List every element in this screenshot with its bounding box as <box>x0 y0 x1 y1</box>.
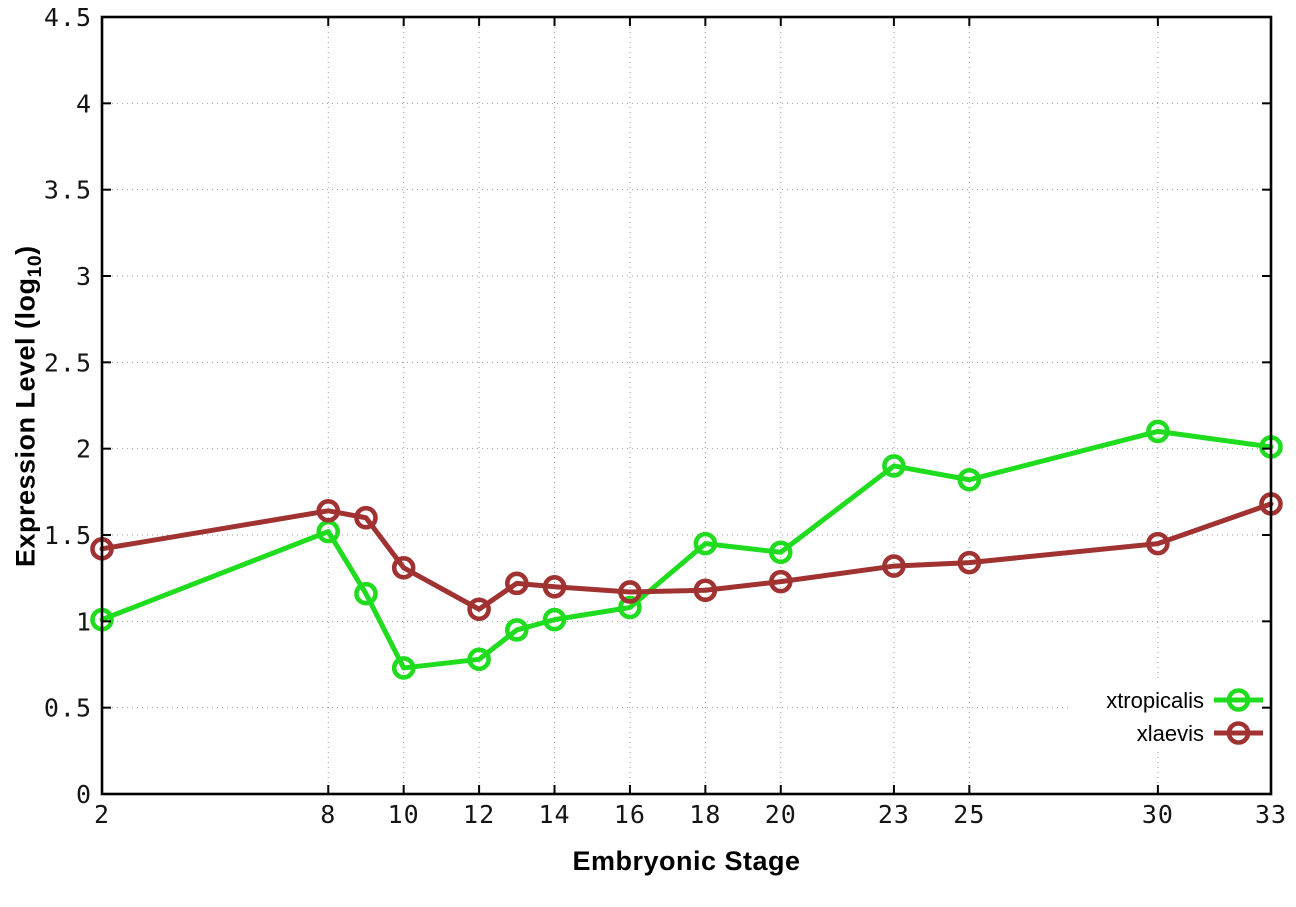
legend-label-xtropicalis: xtropicalis <box>1106 688 1204 713</box>
data-point-xtropicalis-30 <box>1146 419 1170 444</box>
y-tick-label: 4.5 <box>44 3 92 32</box>
data-point-xtropicalis-12 <box>467 647 491 672</box>
data-point-xlaevis-10 <box>391 556 416 580</box>
data-point-xtropicalis-13 <box>505 618 529 642</box>
data-point-xtropicalis-23 <box>882 454 906 478</box>
legend-marker-xlaevis <box>1226 721 1251 745</box>
y-axis-title: Expression Level (log10) <box>11 245 47 567</box>
x-tick-label: 23 <box>878 800 910 829</box>
data-point-xtropicalis-16 <box>618 595 642 620</box>
y-tick-label: 3.5 <box>44 176 92 205</box>
x-tick-label: 16 <box>614 800 646 829</box>
x-tick-label: 8 <box>320 800 336 829</box>
x-tick-label: 30 <box>1142 800 1174 829</box>
y-tick-label: 1 <box>76 607 92 636</box>
legend-label-xlaevis: xlaevis <box>1137 721 1204 746</box>
data-point-xlaevis-18 <box>693 578 718 603</box>
data-point-xlaevis-8 <box>316 499 341 523</box>
x-tick-label: 33 <box>1255 800 1287 829</box>
data-point-xtropicalis-18 <box>693 531 718 556</box>
data-point-xlaevis-14 <box>542 574 567 599</box>
y-tick-label: 4 <box>76 89 92 118</box>
data-point-xtropicalis-9 <box>354 581 378 606</box>
y-tick-label: 0 <box>76 780 92 809</box>
x-tick-label: 12 <box>463 800 495 829</box>
x-tick-label: 25 <box>953 800 985 829</box>
data-point-xlaevis-16 <box>618 580 642 604</box>
x-tick-label: 20 <box>765 800 797 829</box>
y-tick-label: 1.5 <box>44 521 92 550</box>
y-tick-label: 3 <box>76 262 92 291</box>
data-point-xlaevis-9 <box>354 505 378 530</box>
data-point-xlaevis-23 <box>882 554 906 578</box>
data-point-xlaevis-30 <box>1146 531 1170 556</box>
data-point-xtropicalis-10 <box>391 656 416 680</box>
data-point-xlaevis-13 <box>505 571 529 596</box>
legend-marker-xtropicalis <box>1226 688 1251 712</box>
x-tick-label: 2 <box>94 800 110 829</box>
y-tick-label: 2.5 <box>44 348 92 377</box>
y-tick-label: 2 <box>76 435 92 464</box>
y-axis-title-text: Expression Level (log <box>10 277 41 567</box>
data-point-xtropicalis-20 <box>768 540 793 565</box>
data-point-xlaevis-20 <box>768 569 793 594</box>
data-point-xlaevis-25 <box>957 550 982 575</box>
x-tick-label: 18 <box>689 800 721 829</box>
y-axis-title-suffix: ) <box>10 245 41 255</box>
plot-border <box>100 15 1273 796</box>
x-tick-label: 14 <box>538 800 570 829</box>
x-tick-label: 10 <box>388 800 420 829</box>
data-point-xtropicalis-14 <box>542 607 567 632</box>
data-point-xlaevis-12 <box>467 597 491 622</box>
data-point-xtropicalis-25 <box>957 467 982 492</box>
y-tick-label: 0.5 <box>44 694 92 723</box>
series-line-xtropicalis <box>99 428 1274 671</box>
y-axis-title-wrap: Expression Level (log10) <box>0 0 58 812</box>
x-axis-title: Embryonic Stage <box>572 846 801 876</box>
y-axis-title-subscript: 10 <box>24 254 47 278</box>
